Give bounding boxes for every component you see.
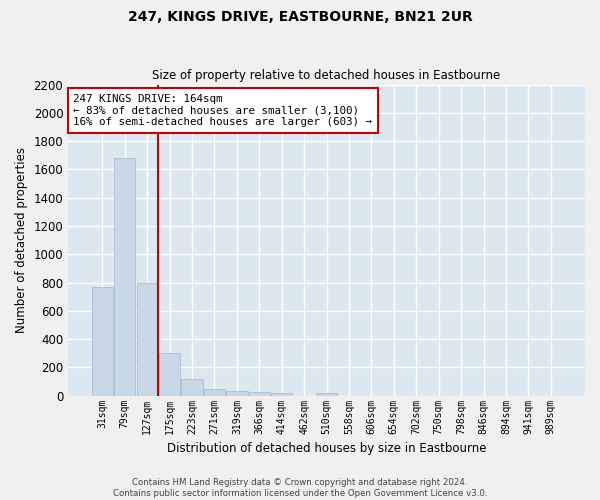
Bar	[226, 391, 248, 396]
Bar	[204, 390, 225, 396]
X-axis label: Distribution of detached houses by size in Eastbourne: Distribution of detached houses by size …	[167, 442, 487, 455]
Bar	[316, 392, 337, 396]
Title: Size of property relative to detached houses in Eastbourne: Size of property relative to detached ho…	[152, 69, 501, 82]
Text: 247, KINGS DRIVE, EASTBOURNE, BN21 2UR: 247, KINGS DRIVE, EASTBOURNE, BN21 2UR	[128, 10, 472, 24]
Text: 247 KINGS DRIVE: 164sqm
← 83% of detached houses are smaller (3,100)
16% of semi: 247 KINGS DRIVE: 164sqm ← 83% of detache…	[73, 94, 373, 127]
Bar	[248, 392, 270, 396]
Bar	[271, 392, 292, 396]
Bar	[181, 380, 203, 396]
Bar	[137, 283, 158, 396]
Bar	[114, 158, 136, 396]
Y-axis label: Number of detached properties: Number of detached properties	[15, 147, 28, 333]
Bar	[159, 353, 180, 396]
Bar	[92, 287, 113, 396]
Text: Contains HM Land Registry data © Crown copyright and database right 2024.
Contai: Contains HM Land Registry data © Crown c…	[113, 478, 487, 498]
